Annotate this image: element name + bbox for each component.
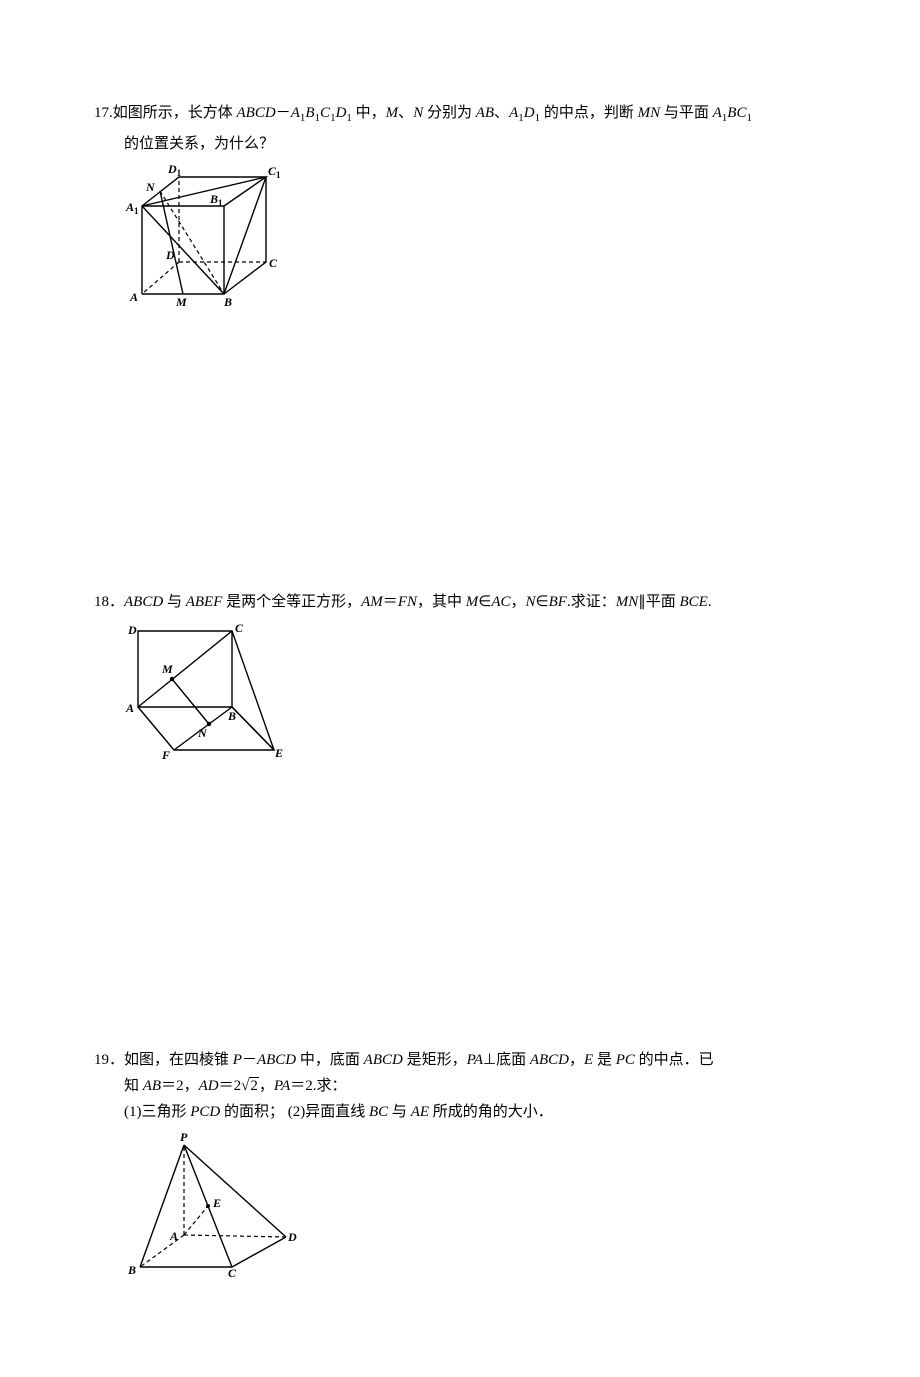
- svg-text:F: F: [161, 748, 170, 762]
- problem-19-text-line3: (1)三角形 PCD 的面积； (2)异面直线 BC 与 AE 所成的角的大小．: [94, 1099, 830, 1125]
- problem-18-text: 18．ABCD 与 ABEF 是两个全等正方形，AM＝FN，其中 M∈AC，N∈…: [94, 589, 830, 615]
- svg-text:C: C: [235, 621, 244, 635]
- svg-text:B: B: [127, 1263, 136, 1277]
- svg-text:N: N: [145, 180, 156, 194]
- problem-number: 18．: [94, 594, 124, 610]
- svg-text:P: P: [180, 1130, 188, 1144]
- svg-text:M: M: [161, 662, 173, 676]
- svg-text:C: C: [228, 1266, 237, 1277]
- svg-text:D: D: [127, 623, 137, 637]
- svg-text:M: M: [175, 295, 187, 309]
- problem-17: 17.如图所示，长方体 ABCD－A1B1C1D1 中，M、N 分别为 AB、A…: [94, 100, 830, 309]
- svg-text:D1: D1: [167, 162, 182, 178]
- svg-text:C1: C1: [268, 164, 281, 180]
- two-squares-diagram: D C A B E F M N: [124, 617, 294, 767]
- svg-text:E: E: [274, 746, 283, 760]
- svg-text:A1: A1: [125, 200, 139, 216]
- cuboid-diagram: A B C D A1 B1 C1 D1 M N: [124, 159, 289, 309]
- svg-text:C: C: [269, 256, 278, 270]
- svg-text:E: E: [212, 1196, 221, 1210]
- sqrt-expr: √2: [241, 1073, 259, 1099]
- pyramid-diagram: P A B C D E: [124, 1127, 304, 1277]
- svg-text:B1: B1: [209, 192, 223, 208]
- problem-number: 19．: [94, 1052, 124, 1068]
- svg-text:D: D: [165, 248, 175, 262]
- svg-text:D: D: [287, 1230, 297, 1244]
- problem-17-text-line2: 的位置关系，为什么？: [94, 131, 830, 157]
- problem-number: 17.: [94, 105, 113, 121]
- problem-19-text-line2: 知 AB＝2，AD＝2√2，PA＝2.求：: [94, 1073, 830, 1099]
- problem-18-figure: D C A B E F M N: [124, 617, 830, 767]
- svg-text:N: N: [197, 726, 208, 740]
- problem-18: 18．ABCD 与 ABEF 是两个全等正方形，AM＝FN，其中 M∈AC，N∈…: [94, 589, 830, 767]
- svg-text:B: B: [223, 295, 232, 309]
- svg-text:A: A: [169, 1229, 178, 1243]
- problem-17-text: 17.如图所示，长方体 ABCD－A1B1C1D1 中，M、N 分别为 AB、A…: [94, 100, 830, 131]
- problem-19-figure: P A B C D E: [124, 1127, 830, 1277]
- svg-text:B: B: [227, 709, 236, 723]
- problem-17-figure: A B C D A1 B1 C1 D1 M N: [124, 159, 830, 309]
- svg-text:A: A: [129, 290, 138, 304]
- problem-19: 19．如图，在四棱锥 P－ABCD 中，底面 ABCD 是矩形，PA⊥底面 AB…: [94, 1047, 830, 1277]
- problem-19-text-line1: 19．如图，在四棱锥 P－ABCD 中，底面 ABCD 是矩形，PA⊥底面 AB…: [94, 1047, 830, 1073]
- svg-text:A: A: [125, 701, 134, 715]
